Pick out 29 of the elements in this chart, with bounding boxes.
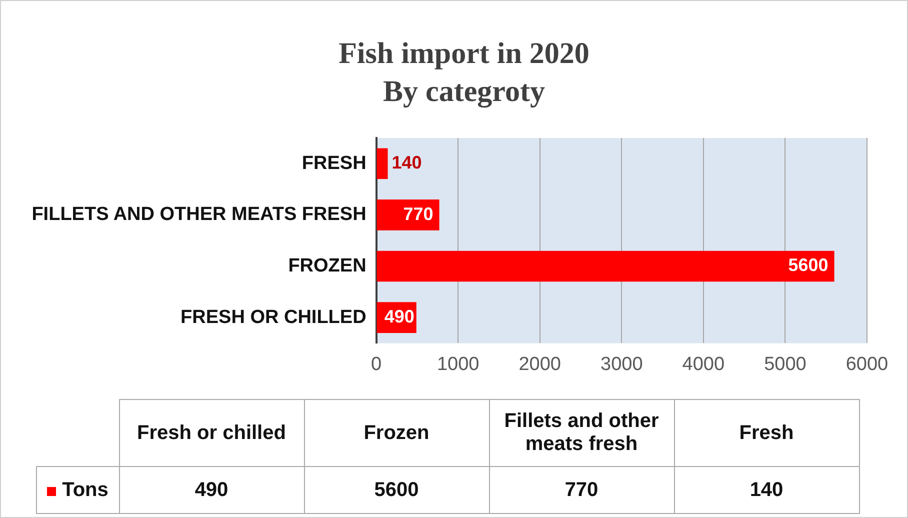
x-tick-label: 2000 [518,354,562,375]
data-label: 770 [403,204,434,224]
y-tick-label: FRESH [302,152,366,174]
text: Fresh or chilled [119,400,304,466]
x-tick-label: 3000 [600,354,643,375]
chart-title: Fish import in 2020 [338,37,590,70]
x-tick-label: 1000 [436,354,480,375]
data-label: 490 [384,306,414,327]
chart-subtitle: By categroty [383,75,545,108]
y-tick-label: FILLETS AND OTHER MEATS FRESH [32,204,366,226]
text: 770 [489,466,674,514]
x-tick-label: 0 [371,354,382,375]
x-tick-label: 5000 [764,354,806,375]
bar [376,200,440,230]
bar [376,148,388,180]
text: 140 [674,466,859,514]
text: Fillets and other meats fresh [489,400,674,466]
data-label: 5600 [788,255,828,276]
text: 490 [119,466,304,514]
text: 5600 [304,466,489,514]
data-label: 140 [392,152,422,173]
y-tick-label: FROZEN [288,255,366,276]
x-tick-label: 4000 [682,354,725,375]
y-tick-label: FRESH OR CHILLED [180,306,366,328]
bar [376,250,834,282]
text: Fresh [674,400,859,466]
x-tick-label: 6000 [846,354,888,375]
legend-label: Tons [36,466,119,514]
text: Frozen [304,400,489,466]
